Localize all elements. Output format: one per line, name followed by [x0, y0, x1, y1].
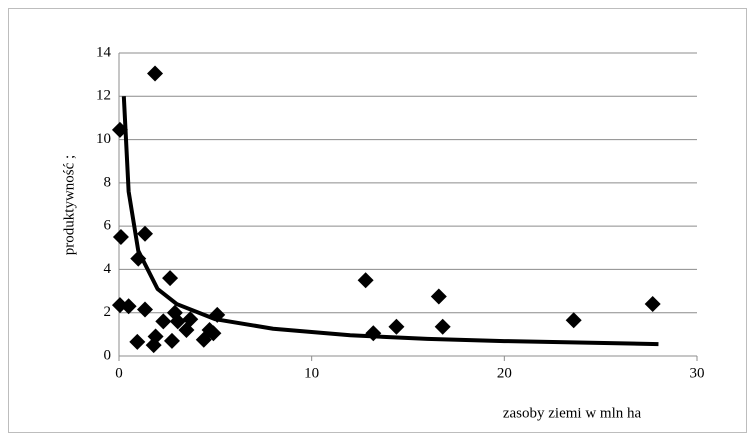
point	[162, 270, 179, 287]
point	[112, 228, 129, 245]
point	[129, 333, 146, 350]
point	[147, 328, 164, 345]
y-tick-label: 2	[104, 304, 112, 320]
point	[182, 311, 199, 328]
point	[430, 288, 447, 305]
y-tick-label: 10	[96, 131, 111, 147]
y-tick-label: 14	[96, 44, 112, 60]
point	[357, 272, 374, 289]
point	[137, 301, 154, 318]
point	[147, 65, 164, 82]
point	[163, 332, 180, 349]
point	[205, 325, 222, 342]
trend-line	[121, 96, 659, 347]
point	[434, 318, 451, 335]
x-tick-label: 0	[115, 365, 123, 381]
point	[644, 296, 661, 313]
point	[137, 225, 154, 242]
y-tick-label: 8	[104, 174, 112, 190]
y-tick-label: 4	[104, 261, 112, 277]
point	[120, 298, 137, 315]
point	[169, 313, 186, 330]
y-axis-label: produktywność ;	[61, 155, 77, 255]
point	[565, 312, 582, 329]
x-tick-label: 20	[497, 365, 512, 381]
point	[155, 313, 172, 330]
y-tick-label: 12	[96, 88, 111, 104]
point	[388, 318, 405, 335]
y-tick-label: 6	[104, 218, 112, 234]
x-tick-label: 30	[690, 365, 705, 381]
x-axis-label: zasoby ziemi w mln ha	[503, 405, 642, 421]
y-tick-label: 0	[104, 347, 112, 363]
x-tick-label: 10	[304, 365, 319, 381]
